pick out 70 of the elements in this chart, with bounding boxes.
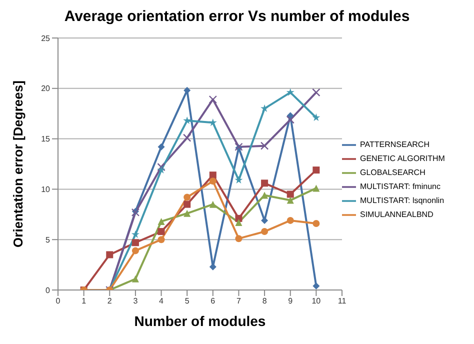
point [261, 228, 268, 236]
legend-label: PATTERNSEARCH [360, 140, 430, 150]
point [131, 230, 140, 238]
legend-label: GLOBALSEARCH [360, 168, 426, 178]
point [158, 236, 165, 244]
point [286, 116, 294, 124]
y-tick-label: 20 [41, 84, 51, 94]
legend-label: SIMULANNEALBND [360, 210, 434, 220]
point [208, 95, 218, 104]
point [184, 210, 191, 217]
point [208, 118, 217, 126]
chart-title: Average orientation error Vs number of modules [63, 8, 411, 27]
y-tick-label: 25 [41, 34, 51, 43]
x-axis-title: Number of modules [134, 313, 266, 329]
point [209, 178, 216, 185]
point [286, 88, 294, 96]
point [157, 162, 166, 172]
x-tick-label: 5 [184, 296, 190, 306]
point [286, 190, 294, 198]
x-tick-label: 11 [338, 296, 347, 306]
point [260, 142, 269, 150]
point [106, 251, 114, 258]
point [184, 194, 191, 201]
x-tick-label: 6 [210, 296, 216, 306]
point [261, 180, 268, 187]
point [261, 192, 268, 199]
point [158, 143, 165, 150]
point [132, 247, 139, 254]
legend-label: MULTISTART: fminunc [360, 182, 440, 192]
x-tick-label: 3 [133, 296, 138, 306]
point [234, 176, 243, 184]
point [235, 218, 242, 226]
point [209, 172, 216, 179]
point [158, 228, 165, 236]
point [260, 104, 269, 112]
y-axis-title: Orientation error [Degrees] [10, 80, 26, 248]
point [312, 184, 320, 192]
x-tick-label: 8 [262, 296, 268, 306]
legend-label: MULTISTART: lsqnonlin [360, 196, 444, 206]
point [183, 116, 192, 124]
x-tick-label: 4 [159, 296, 164, 306]
point [312, 113, 320, 122]
point [209, 200, 216, 208]
point [158, 218, 165, 225]
x-tick-label: 10 [312, 296, 322, 306]
point [312, 166, 320, 174]
x-tick-label: 2 [107, 296, 112, 306]
x-tick-label: 1 [82, 296, 87, 306]
point [312, 282, 320, 290]
point [235, 214, 242, 222]
point [286, 112, 294, 120]
point [235, 235, 242, 242]
point [286, 196, 294, 204]
y-tick-label: 5 [46, 235, 51, 244]
x-tick-label: 7 [236, 296, 242, 306]
y-tick-label: 15 [41, 134, 51, 144]
y-tick-label: 10 [41, 185, 51, 194]
legend-label: GENETIC ALGORITHM [360, 154, 445, 164]
point [286, 216, 294, 224]
point [184, 86, 191, 94]
point [312, 88, 320, 97]
point [184, 200, 191, 208]
x-tick-label: 0 [56, 296, 61, 306]
point [182, 134, 192, 142]
y-tick-label: 0 [46, 286, 51, 295]
point [157, 166, 166, 174]
point [132, 275, 139, 282]
point [132, 239, 139, 246]
x-tick-label: 9 [288, 296, 294, 306]
point [312, 220, 320, 227]
